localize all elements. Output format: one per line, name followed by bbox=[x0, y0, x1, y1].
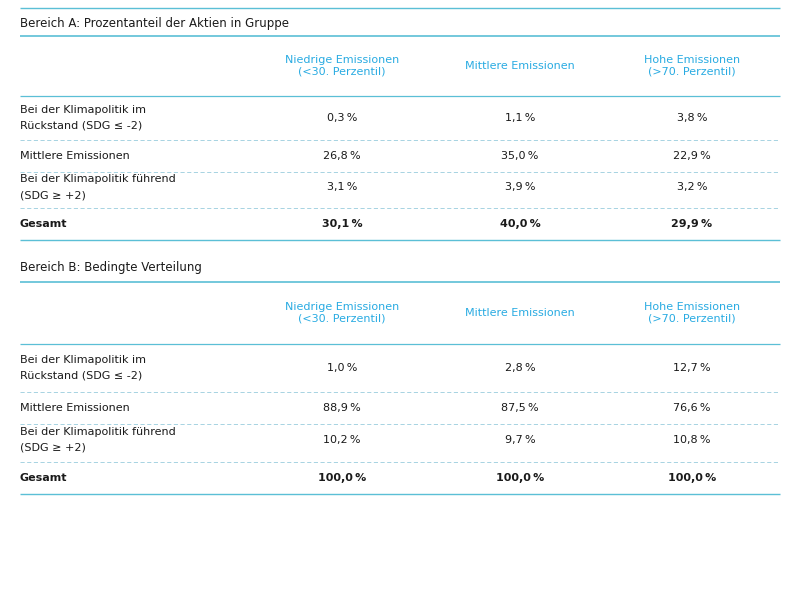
Text: 76,6 %: 76,6 % bbox=[674, 403, 710, 413]
Text: (SDG ≥ +2): (SDG ≥ +2) bbox=[20, 190, 86, 200]
Text: 30,1 %: 30,1 % bbox=[322, 219, 362, 229]
Text: Mittlere Emissionen: Mittlere Emissionen bbox=[465, 61, 575, 71]
Text: Bereich B: Bedingte Verteilung: Bereich B: Bedingte Verteilung bbox=[20, 261, 202, 274]
Text: Bereich A: Prozentanteil der Aktien in Gruppe: Bereich A: Prozentanteil der Aktien in G… bbox=[20, 17, 289, 29]
Text: Gesamt: Gesamt bbox=[20, 219, 67, 229]
Text: (SDG ≥ +2): (SDG ≥ +2) bbox=[20, 443, 86, 453]
Text: Gesamt: Gesamt bbox=[20, 473, 67, 483]
Text: 26,8 %: 26,8 % bbox=[323, 151, 361, 161]
Text: Bei der Klimapolitik im: Bei der Klimapolitik im bbox=[20, 105, 146, 115]
Text: 10,8 %: 10,8 % bbox=[674, 435, 710, 445]
Text: 0,3 %: 0,3 % bbox=[327, 113, 357, 123]
Text: 3,1 %: 3,1 % bbox=[327, 182, 357, 192]
Text: 9,7 %: 9,7 % bbox=[505, 435, 535, 445]
Text: Mittlere Emissionen: Mittlere Emissionen bbox=[20, 403, 130, 413]
Text: Mittlere Emissionen: Mittlere Emissionen bbox=[20, 151, 130, 161]
Text: Bei der Klimapolitik im: Bei der Klimapolitik im bbox=[20, 355, 146, 365]
Text: Mittlere Emissionen: Mittlere Emissionen bbox=[465, 308, 575, 318]
Text: 10,2 %: 10,2 % bbox=[323, 435, 361, 445]
Text: Niedrige Emissionen
(<30. Perzentil): Niedrige Emissionen (<30. Perzentil) bbox=[285, 55, 399, 76]
Text: 12,7 %: 12,7 % bbox=[673, 363, 711, 373]
Text: Hohe Emissionen
(>70. Perzentil): Hohe Emissionen (>70. Perzentil) bbox=[644, 55, 740, 76]
Text: Bei der Klimapolitik führend: Bei der Klimapolitik führend bbox=[20, 427, 176, 437]
Text: Rückstand (SDG ≤ -2): Rückstand (SDG ≤ -2) bbox=[20, 371, 142, 381]
Text: 3,8 %: 3,8 % bbox=[677, 113, 707, 123]
Text: 100,0 %: 100,0 % bbox=[668, 473, 716, 483]
Text: 2,8 %: 2,8 % bbox=[505, 363, 535, 373]
Text: 3,2 %: 3,2 % bbox=[677, 182, 707, 192]
Text: 1,0 %: 1,0 % bbox=[327, 363, 357, 373]
Text: 100,0 %: 100,0 % bbox=[318, 473, 366, 483]
Text: 100,0 %: 100,0 % bbox=[496, 473, 544, 483]
Text: Hohe Emissionen
(>70. Perzentil): Hohe Emissionen (>70. Perzentil) bbox=[644, 302, 740, 324]
Text: 1,1 %: 1,1 % bbox=[505, 113, 535, 123]
Text: 35,0 %: 35,0 % bbox=[502, 151, 538, 161]
Text: 29,9 %: 29,9 % bbox=[671, 219, 713, 229]
Text: 40,0 %: 40,0 % bbox=[500, 219, 540, 229]
Text: Bei der Klimapolitik führend: Bei der Klimapolitik führend bbox=[20, 174, 176, 184]
Text: 3,9 %: 3,9 % bbox=[505, 182, 535, 192]
Text: 88,9 %: 88,9 % bbox=[323, 403, 361, 413]
Text: Rückstand (SDG ≤ -2): Rückstand (SDG ≤ -2) bbox=[20, 121, 142, 131]
Text: 22,9 %: 22,9 % bbox=[673, 151, 711, 161]
Text: 87,5 %: 87,5 % bbox=[501, 403, 539, 413]
Text: Niedrige Emissionen
(<30. Perzentil): Niedrige Emissionen (<30. Perzentil) bbox=[285, 302, 399, 324]
